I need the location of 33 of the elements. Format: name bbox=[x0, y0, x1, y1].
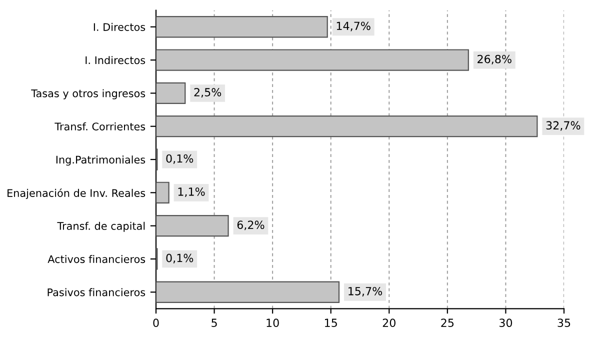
x-tick-label: 20 bbox=[382, 318, 396, 328]
bar bbox=[156, 214, 229, 237]
y-tick-label: I. Indirectos bbox=[86, 56, 146, 64]
x-tick-label: 0 bbox=[153, 318, 159, 328]
data-label: 0,1% bbox=[166, 154, 194, 164]
x-tick-label: 5 bbox=[212, 318, 217, 328]
bar bbox=[156, 82, 186, 104]
x-tick-label: 15 bbox=[325, 318, 337, 328]
bar bbox=[156, 49, 469, 71]
x-tick-label: 35 bbox=[558, 318, 570, 328]
data-label: 2,5% bbox=[194, 88, 222, 98]
data-label: 6,2% bbox=[237, 220, 264, 230]
y-tick-label: Activos financieros bbox=[48, 255, 146, 264]
data-label: 1,1% bbox=[178, 187, 205, 198]
data-label: 0,1% bbox=[166, 254, 194, 264]
bar bbox=[156, 281, 340, 303]
bar bbox=[156, 16, 328, 38]
y-tick-label: Transf. de capital bbox=[57, 222, 145, 232]
x-tick-label: 10 bbox=[266, 318, 279, 328]
bar bbox=[156, 182, 170, 204]
y-tick-label: Ing.Patrimoniales bbox=[56, 156, 146, 166]
y-tick-label: Pasivos financieros bbox=[48, 288, 146, 296]
x-tick-label: 25 bbox=[441, 318, 454, 328]
y-tick-label: Tasas y otros ingresos bbox=[31, 89, 146, 100]
bar bbox=[156, 116, 538, 138]
data-label: 14,7% bbox=[336, 22, 370, 32]
y-tick-label: I. Directos bbox=[94, 22, 146, 31]
y-tick-label: Enajenación de Inv. Reales bbox=[8, 188, 146, 199]
y-tick-label: Transf. Corrientes bbox=[54, 122, 146, 130]
data-label: 15,7% bbox=[348, 286, 382, 296]
data-label: 26,8% bbox=[478, 54, 512, 64]
data-label: 32,7% bbox=[546, 121, 580, 131]
x-tick-label: 30 bbox=[499, 318, 512, 328]
